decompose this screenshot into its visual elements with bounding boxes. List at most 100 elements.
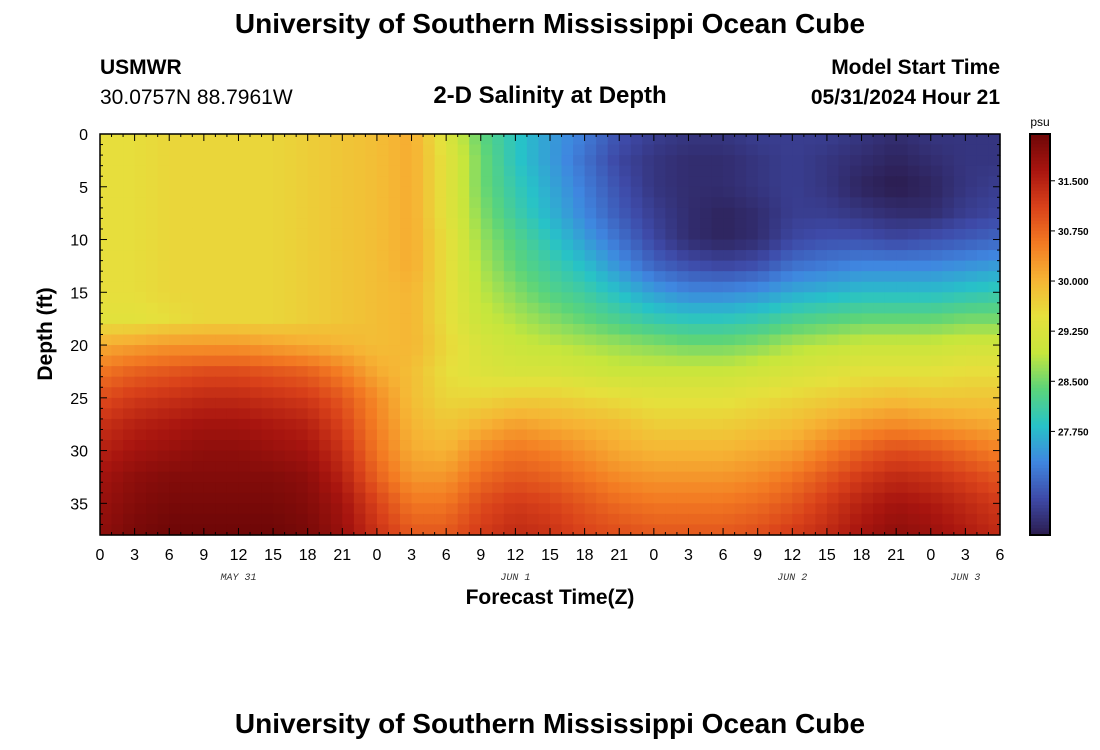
- heatmap-cell: [930, 471, 943, 483]
- heatmap-cell: [446, 218, 459, 230]
- heatmap-cell: [769, 471, 782, 483]
- heatmap-cell: [665, 482, 678, 494]
- heatmap-cell: [434, 440, 447, 452]
- heatmap-cell: [596, 186, 609, 198]
- heatmap-cell: [134, 440, 147, 452]
- heatmap-cell: [873, 292, 886, 304]
- heatmap-cell: [665, 355, 678, 367]
- colorbar-segment: [1030, 204, 1050, 209]
- heatmap-cell: [896, 292, 909, 304]
- heatmap-cell: [746, 418, 759, 431]
- heatmap-cell: [250, 334, 263, 346]
- heatmap-cell: [619, 418, 632, 431]
- heatmap-cell: [573, 176, 586, 188]
- heatmap-cell: [711, 461, 724, 473]
- heatmap-cell: [515, 302, 528, 314]
- heatmap-cell: [573, 345, 586, 357]
- heatmap-cell: [111, 461, 124, 473]
- heatmap-cell: [411, 461, 424, 473]
- heatmap-cell: [515, 397, 528, 409]
- heatmap-cell: [550, 513, 563, 526]
- heatmap-cell: [469, 186, 482, 198]
- heatmap-cell: [930, 165, 943, 177]
- heatmap-cell: [226, 387, 240, 399]
- heatmap-cell: [861, 186, 874, 198]
- heatmap-cell: [446, 186, 459, 198]
- heatmap-cell: [538, 292, 551, 304]
- heatmap-cell: [538, 503, 551, 515]
- heatmap-cell: [250, 165, 263, 177]
- heatmap-cell: [400, 524, 413, 536]
- heatmap-cell: [319, 482, 332, 494]
- heatmap-cell: [111, 260, 124, 272]
- heatmap-cell: [919, 186, 932, 198]
- heatmap-cell: [907, 260, 920, 272]
- heatmap-cell: [123, 503, 136, 515]
- x-tick-label: 9: [476, 547, 485, 564]
- heatmap-cell: [203, 408, 216, 420]
- heatmap-cell: [423, 345, 436, 357]
- heatmap-cell: [596, 207, 609, 220]
- heatmap-cell: [642, 387, 655, 399]
- heatmap-cell: [457, 271, 470, 283]
- heatmap-cell: [111, 366, 124, 378]
- heatmap-cell: [365, 440, 378, 452]
- heatmap-cell: [584, 482, 597, 494]
- station-name: USMWR: [100, 56, 182, 79]
- heatmap-cell: [815, 471, 828, 483]
- heatmap-cell: [884, 144, 897, 156]
- heatmap-cell: [446, 281, 459, 293]
- colorbar-segment: [1030, 514, 1050, 519]
- heatmap-cell: [561, 482, 574, 494]
- heatmap-cell: [342, 397, 355, 409]
- heatmap-cell: [469, 292, 482, 304]
- x-tick-label: 15: [818, 547, 836, 564]
- heatmap-cell: [838, 281, 851, 293]
- heatmap-cell: [226, 429, 240, 441]
- heatmap-cell: [861, 281, 874, 293]
- heatmap-cell: [676, 461, 690, 473]
- heatmap-cell: [988, 387, 1001, 399]
- heatmap-cell: [573, 165, 586, 177]
- heatmap-cell: [953, 155, 966, 167]
- heatmap-cell: [688, 482, 701, 494]
- x-tick-label: 0: [372, 547, 381, 564]
- heatmap-cell: [584, 281, 597, 293]
- heatmap-cell: [446, 376, 459, 388]
- heatmap-cell: [469, 302, 482, 314]
- heatmap-cell: [238, 323, 251, 336]
- heatmap-cell: [700, 355, 713, 367]
- heatmap-cell: [319, 302, 332, 314]
- heatmap-cell: [469, 334, 482, 346]
- colorbar-segment: [1030, 397, 1050, 402]
- heatmap-cell: [653, 313, 666, 325]
- heatmap-cell: [169, 366, 182, 378]
- heatmap-cell: [757, 408, 770, 420]
- heatmap-cell: [642, 302, 655, 314]
- heatmap-cell: [307, 418, 320, 431]
- heatmap-cell: [376, 503, 390, 515]
- heatmap-cell: [965, 387, 978, 399]
- heatmap-cell: [134, 345, 147, 357]
- heatmap-cell: [584, 397, 597, 409]
- heatmap-cell: [665, 207, 678, 220]
- heatmap-cell: [296, 239, 309, 251]
- heatmap-cell: [203, 144, 216, 156]
- heatmap-cell: [930, 492, 943, 504]
- heatmap-cell: [896, 408, 909, 420]
- heatmap-cell: [676, 144, 690, 156]
- heatmap-cell: [942, 155, 955, 167]
- heatmap-cell: [573, 323, 586, 336]
- heatmap-cell: [561, 366, 574, 378]
- heatmap-cell: [792, 450, 805, 462]
- heatmap-cell: [203, 461, 216, 473]
- heatmap-cell: [861, 144, 874, 156]
- heatmap-cell: [746, 313, 759, 325]
- heatmap-cell: [792, 387, 805, 399]
- heatmap-cell: [884, 197, 897, 209]
- heatmap-cell: [515, 228, 528, 241]
- heatmap-cell: [330, 260, 343, 272]
- heatmap-cell: [492, 155, 505, 167]
- heatmap-cell: [803, 186, 816, 198]
- heatmap-cell: [284, 250, 297, 262]
